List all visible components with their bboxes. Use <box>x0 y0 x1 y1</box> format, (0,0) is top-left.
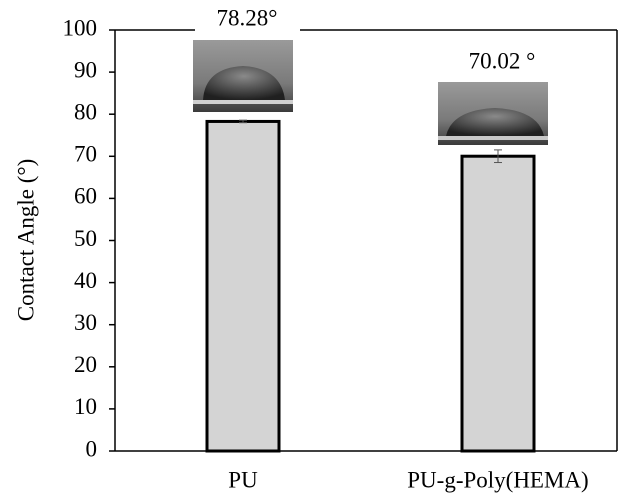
bar <box>207 121 279 451</box>
value-label: 70.02 ° <box>469 48 536 73</box>
droplet-photo <box>193 40 293 112</box>
chart: Contact Angle (°) 0 10 20 30 40 50 60 70 80 90 100… <box>0 0 627 502</box>
y-tick-label: 60 <box>74 184 97 209</box>
x-tick-label: PU-g-Poly(HEMA) <box>407 467 588 492</box>
y-tick-label: 0 <box>86 436 98 461</box>
value-label: 78.28° <box>217 5 278 30</box>
x-tick-label: PU <box>228 467 258 492</box>
y-tick-label: 30 <box>74 310 97 335</box>
y-tick-label: 40 <box>74 268 97 293</box>
y-tick-label: 100 <box>63 15 98 40</box>
y-tick-label: 50 <box>74 226 97 251</box>
droplet-photo <box>438 82 548 145</box>
y-tick-label: 90 <box>74 57 97 82</box>
y-tick-label: 20 <box>74 352 97 377</box>
y-axis-label: Contact Angle (°) <box>13 159 38 322</box>
y-tick-label: 80 <box>74 99 97 124</box>
y-tick-label: 10 <box>74 394 97 419</box>
y-tick-label: 70 <box>74 142 97 167</box>
bar <box>462 156 534 451</box>
